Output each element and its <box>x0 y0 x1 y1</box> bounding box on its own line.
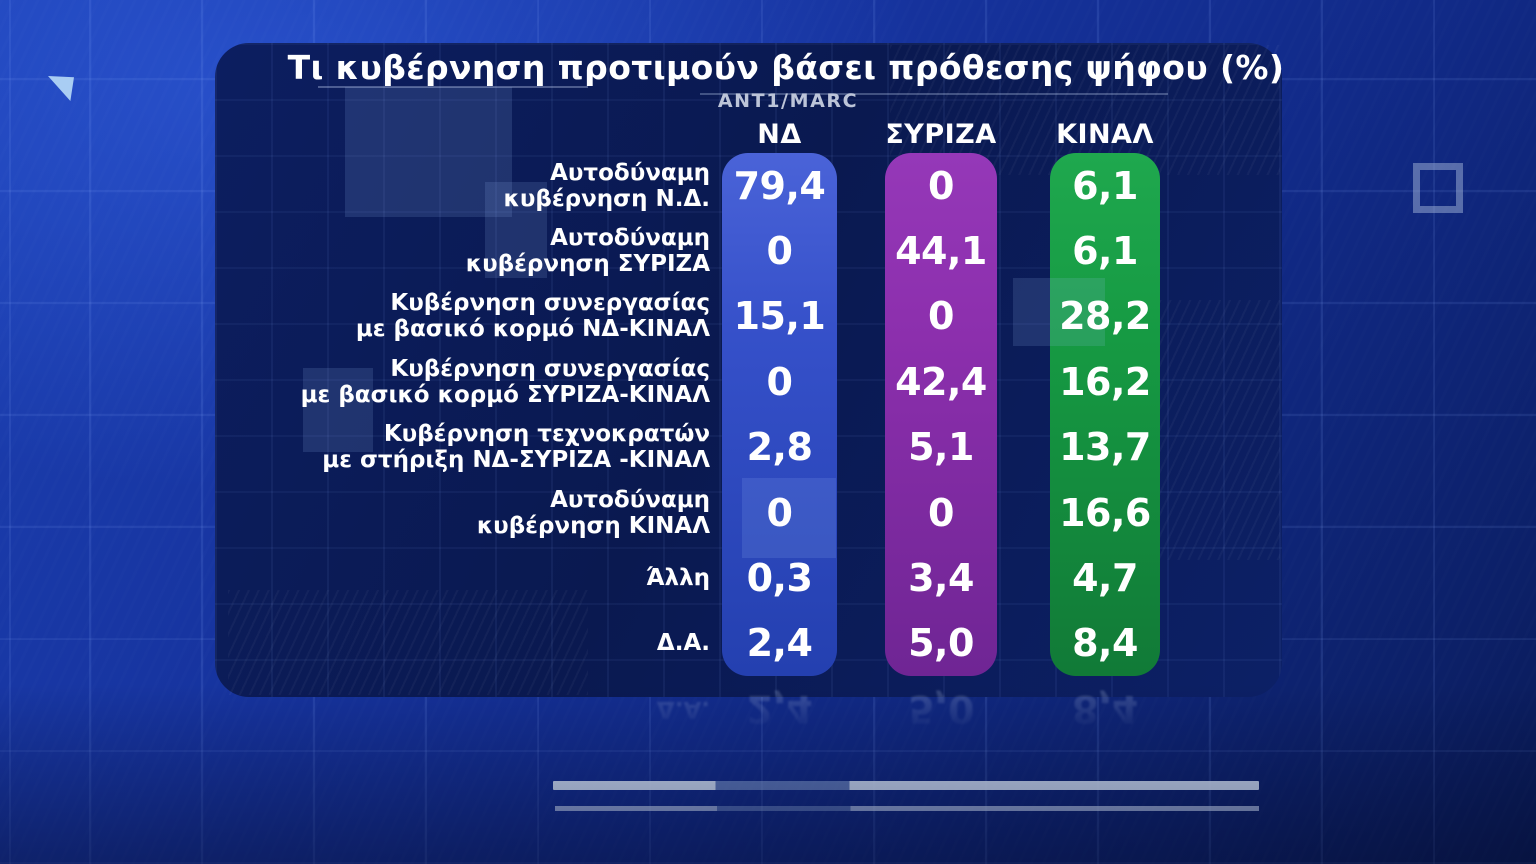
row-label-line: Αυτοδύναμη <box>550 225 710 252</box>
value-cell: 3,4 <box>908 555 974 600</box>
page-title: Τι κυβέρνηση προτιμούν βάσει πρόθεσης ψή… <box>287 48 1285 87</box>
party-column-pill <box>1050 153 1160 676</box>
value-cell: 5,1 <box>908 425 974 470</box>
column-header: ΣΥΡΙΖΑ <box>885 119 997 150</box>
value-cell: 0,3 <box>746 555 813 600</box>
row-label-line: Άλλη <box>646 564 710 591</box>
value-cell: 0 <box>928 294 954 339</box>
row-label-line: με στήριξη ΝΔ-ΣΥΡΙΖΑ -ΚΙΝΑΛ <box>322 447 710 474</box>
value-cell: 0 <box>928 163 954 208</box>
party-column-pill <box>885 153 997 676</box>
source-label: ANT1/MARC <box>717 90 859 112</box>
value-cell: 0 <box>766 229 793 274</box>
row-label-line: με βασικό κορμό ΝΔ-ΚΙΝΑΛ <box>355 316 710 343</box>
value-cell: 2,8 <box>746 425 813 470</box>
row-label-line: Κυβέρνηση συνεργασίας <box>390 355 710 382</box>
divider-bar-primary <box>553 781 1259 790</box>
value-cell: 0 <box>766 359 793 404</box>
title-underline <box>700 93 1168 95</box>
row-label: Αυτοδύναμη κυβέρνηση ΚΙΝΑΛ <box>255 480 710 545</box>
row-label: Αυτοδύναμη κυβέρνηση Ν.Δ. <box>255 153 710 218</box>
value-cell: 5,0 <box>908 621 974 666</box>
row-label-line: Αυτοδύναμη <box>550 486 710 513</box>
value-cell: 16,6 <box>1059 490 1151 535</box>
value-cell: 2,4 <box>746 621 813 666</box>
row-label-line: Αυτοδύναμη <box>550 159 710 186</box>
poll-table: ΝΔ ΣΥΡΙΖΑ ΚΙΝΑΛ Αυτοδύναμη κυβέρνηση Ν.Δ. 79,… <box>215 43 1282 697</box>
bottom-vignette <box>0 684 1536 864</box>
value-cell: 42,4 <box>895 359 987 404</box>
column-header: ΚΙΝΑΛ <box>1056 119 1154 150</box>
divider-bar-secondary <box>555 806 1259 811</box>
value-cell: 0 <box>766 490 793 535</box>
value-cell: 44,1 <box>895 229 987 274</box>
value-cell: 0 <box>928 490 954 535</box>
row-label: Αυτοδύναμη κυβέρνηση ΣΥΡΙΖΑ <box>255 218 710 283</box>
square-outline-icon <box>1413 163 1463 213</box>
row-label-line: Δ.Α. <box>656 630 710 657</box>
row-label: Κυβέρνηση συνεργασίας με βασικό κορμό ΝΔ-… <box>255 284 710 349</box>
row-label-line: Κυβέρνηση τεχνοκρατών <box>383 421 710 448</box>
value-cell: 6,1 <box>1072 229 1138 274</box>
row-label-line: κυβέρνηση Ν.Δ. <box>503 185 710 212</box>
value-cell: 15,1 <box>733 294 826 339</box>
title-underline <box>318 86 588 88</box>
row-label-line: Κυβέρνηση συνεργασίας <box>390 290 710 317</box>
value-cell: 28,2 <box>1059 294 1151 339</box>
party-column-pill <box>722 153 837 676</box>
row-label: Κυβέρνηση συνεργασίας με βασικό κορμό ΣΥΡ… <box>255 349 710 414</box>
value-cell: 8,4 <box>1072 621 1138 666</box>
value-cell: 16,2 <box>1059 359 1151 404</box>
row-label-line: κυβέρνηση ΣΥΡΙΖΑ <box>465 251 710 278</box>
value-cell: 6,1 <box>1072 163 1138 208</box>
row-label: Άλλη <box>255 545 710 610</box>
row-label-line: με βασικό κορμό ΣΥΡΙΖΑ-ΚΙΝΑΛ <box>300 381 710 408</box>
column-header: ΝΔ <box>757 119 802 150</box>
value-cell: 13,7 <box>1059 425 1151 470</box>
row-label-line: Δ.Α. <box>656 696 710 723</box>
row-label: Κυβέρνηση τεχνοκρατών με στήριξη ΝΔ-ΣΥΡΙΖ… <box>255 415 710 480</box>
row-label: Δ.Α. <box>255 611 710 676</box>
value-cell: 4,7 <box>1072 555 1138 600</box>
row-label-line: κυβέρνηση ΚΙΝΑΛ <box>476 512 710 539</box>
value-cell: 79,4 <box>733 163 826 208</box>
